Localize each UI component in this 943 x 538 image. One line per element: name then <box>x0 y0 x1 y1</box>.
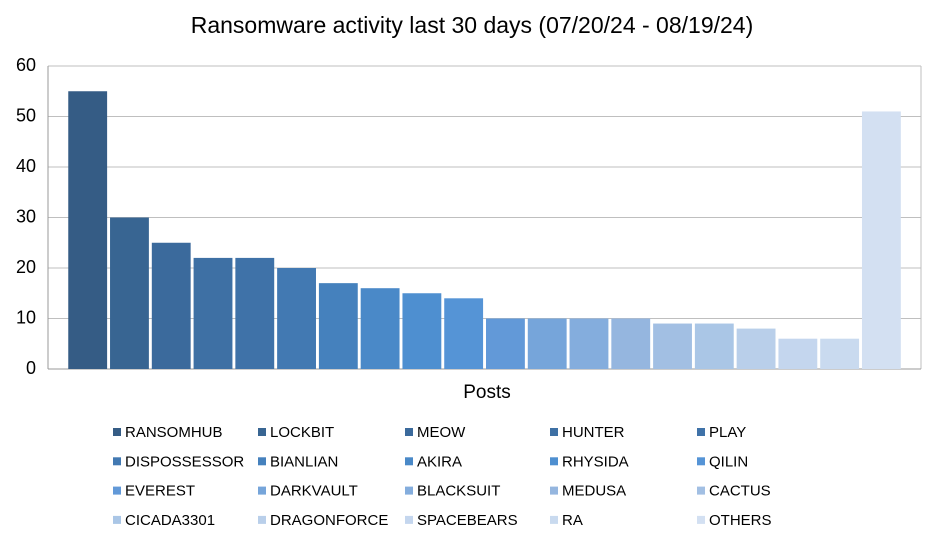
bar <box>151 242 191 369</box>
legend-swatch <box>113 515 121 524</box>
legend-label: QILIN <box>709 453 748 470</box>
chart-title: Ransomware activity last 30 days (07/20/… <box>191 12 754 38</box>
bar <box>653 323 692 369</box>
y-tick-label: 30 <box>16 206 36 226</box>
legend-label: AKIRA <box>417 453 462 470</box>
legend-label: BLACKSUIT <box>417 483 500 500</box>
legend-label: RANSOMHUB <box>125 424 223 441</box>
legend-label: EVEREST <box>125 483 195 500</box>
legend-swatch <box>697 428 705 436</box>
legend-swatch <box>258 486 266 495</box>
bar <box>778 338 818 369</box>
bar <box>736 328 776 369</box>
legend-label: BIANLIAN <box>270 453 338 470</box>
legend-label: MEOW <box>417 424 466 441</box>
bar <box>569 318 609 369</box>
legend-swatch <box>697 457 705 466</box>
legend-label: RHYSIDA <box>562 453 629 470</box>
legend-swatch <box>113 457 121 466</box>
legend-swatch <box>550 428 558 436</box>
bar <box>360 288 400 369</box>
legend-swatch <box>258 428 266 436</box>
y-tick-label: 50 <box>16 105 36 125</box>
bar <box>318 283 358 369</box>
legend-label: OTHERS <box>709 512 772 529</box>
legend-label: CACTUS <box>709 483 771 500</box>
legend-swatch <box>113 486 121 495</box>
legend-label: LOCKBIT <box>270 424 334 441</box>
y-tick-label: 10 <box>16 307 36 327</box>
legend-swatch <box>405 486 413 495</box>
legend-label: DARKVAULT <box>270 483 358 500</box>
legend-label: MEDUSA <box>562 483 626 500</box>
bar <box>611 318 651 369</box>
legend-swatch <box>697 486 705 495</box>
legend-swatch <box>405 457 413 466</box>
bar <box>527 318 567 369</box>
bar <box>861 111 901 369</box>
legend-swatch <box>550 486 558 495</box>
legend-swatch <box>258 515 266 524</box>
legend-swatch <box>405 515 413 524</box>
legend-label: PLAY <box>709 424 746 441</box>
bar <box>694 323 734 369</box>
bar <box>277 268 316 369</box>
legend-swatch <box>405 428 413 436</box>
legend-label: HUNTER <box>562 424 625 441</box>
legend-label: DISPOSSESSOR <box>125 453 244 470</box>
bar <box>444 298 484 369</box>
bar <box>110 217 149 369</box>
legend-swatch <box>697 515 705 524</box>
bar <box>68 91 108 369</box>
legend-swatch <box>113 428 121 436</box>
legend-label: CICADA3301 <box>125 512 215 529</box>
y-tick-label: 20 <box>16 257 36 277</box>
legend-swatch <box>550 457 558 466</box>
bar <box>486 318 525 369</box>
bar <box>820 338 860 369</box>
y-tick-label: 60 <box>16 55 36 75</box>
legend-swatch <box>258 457 266 466</box>
y-tick-label: 0 <box>26 358 36 378</box>
bar <box>193 257 233 369</box>
legend-label: DRAGONFORCE <box>270 512 388 529</box>
legend-label: SPACEBEARS <box>417 512 518 529</box>
bar <box>402 293 442 369</box>
bar <box>235 257 275 369</box>
legend-swatch <box>550 515 558 524</box>
legend-label: RA <box>562 512 583 529</box>
y-tick-label: 40 <box>16 156 36 176</box>
x-axis-label: Posts <box>463 382 511 403</box>
